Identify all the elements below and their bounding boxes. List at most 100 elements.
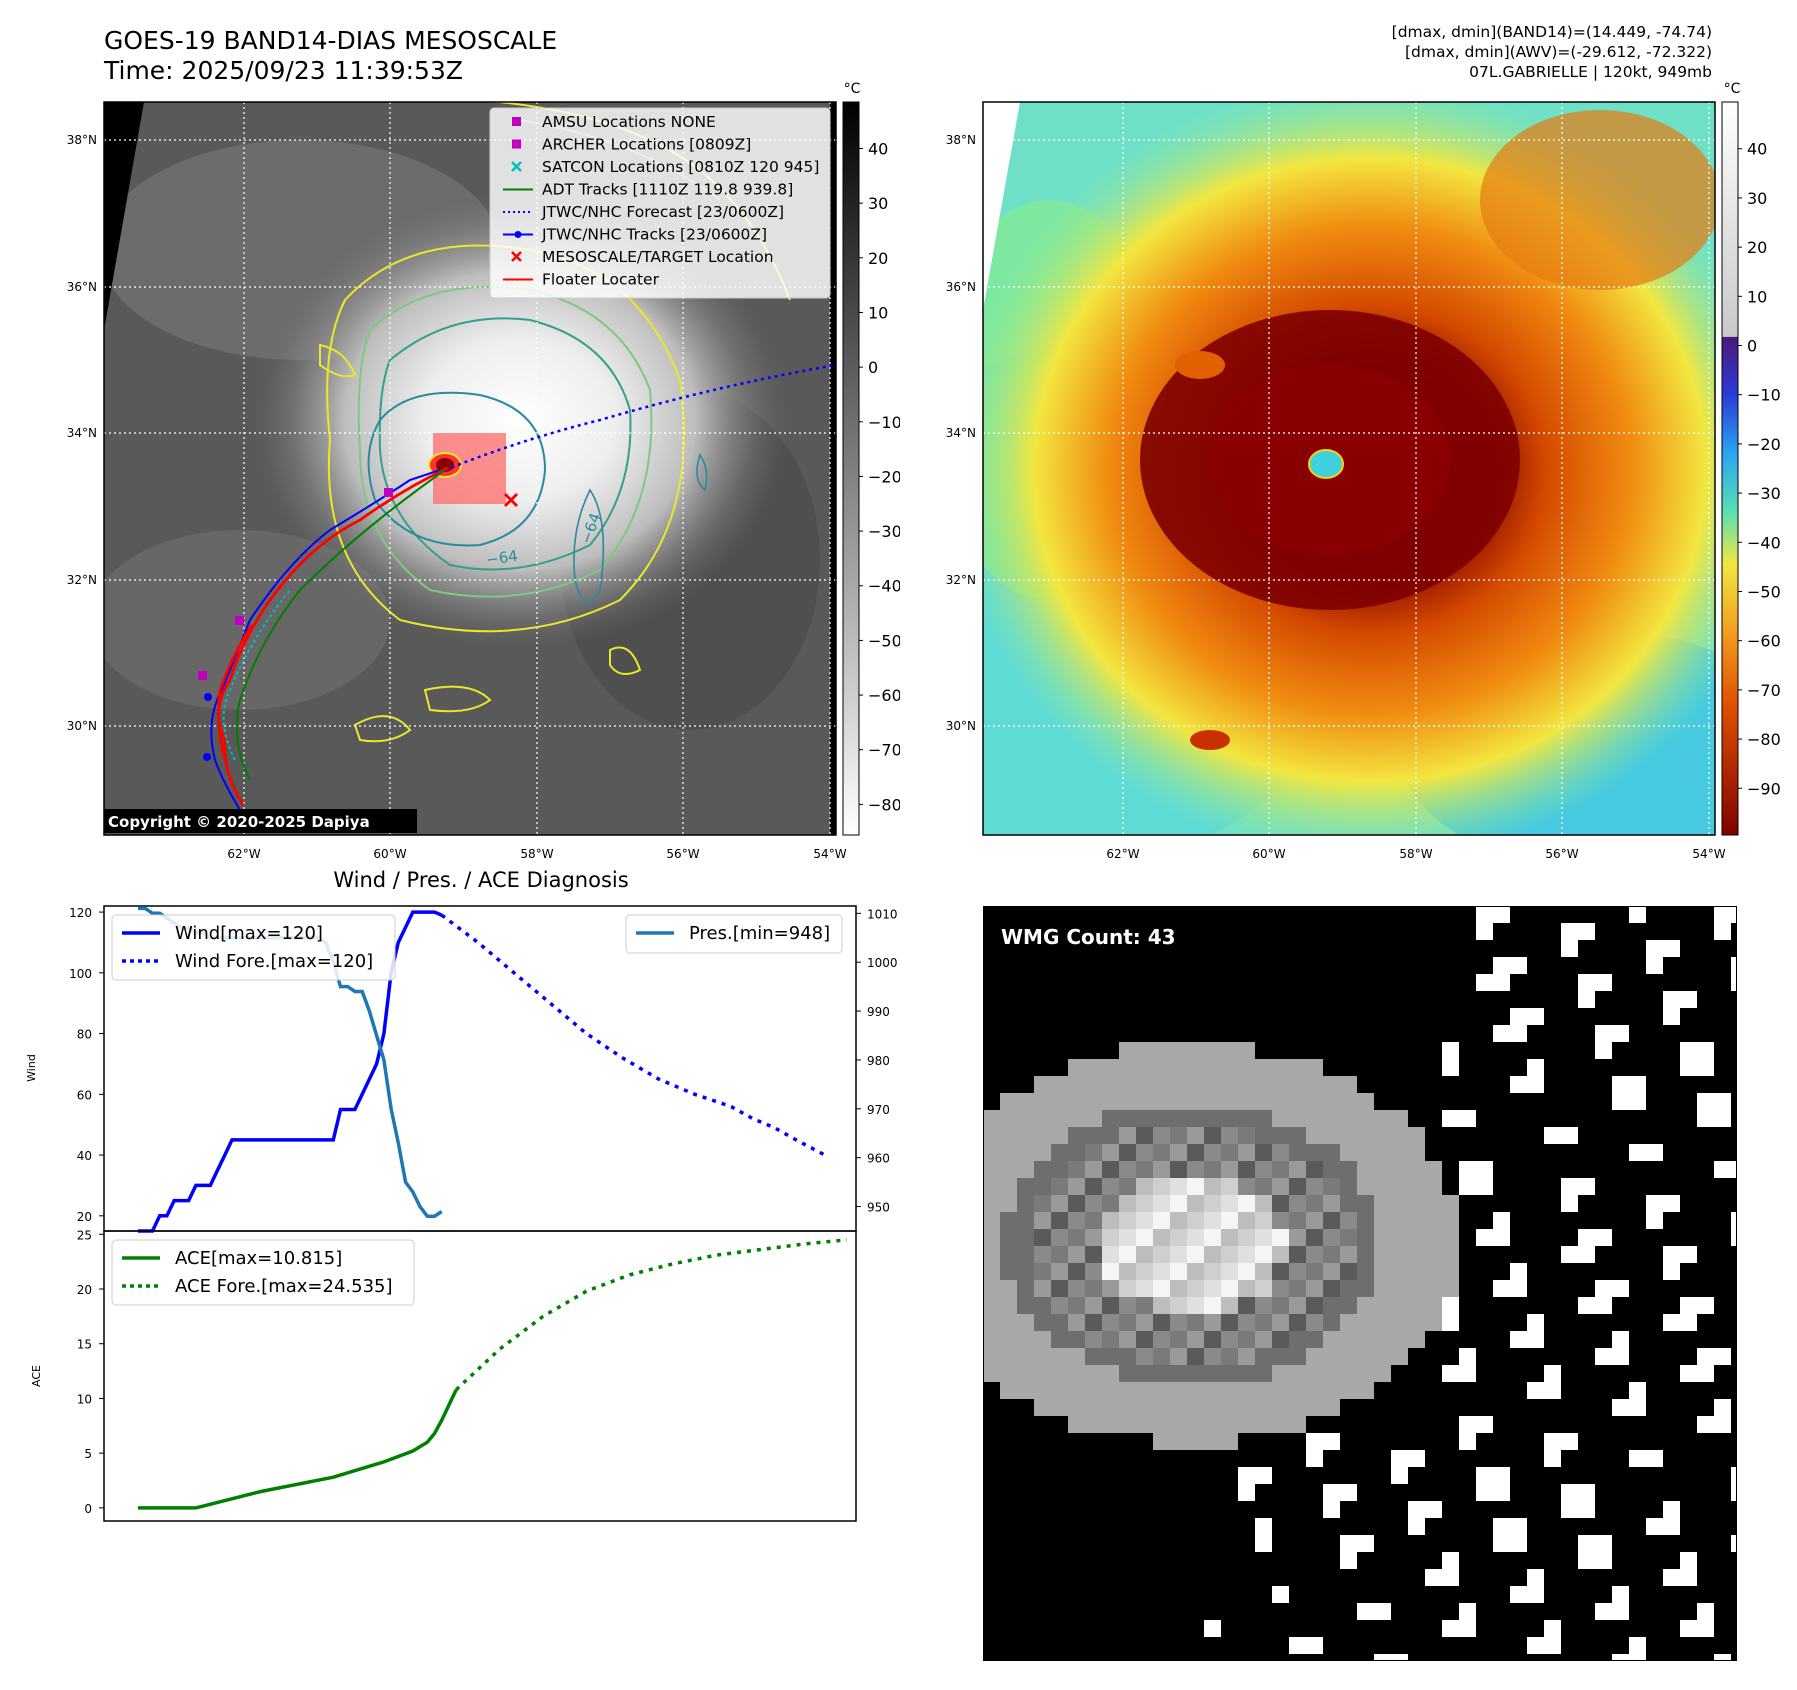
wmg-cell (1425, 1297, 1442, 1314)
wmg-cell (1272, 1110, 1289, 1127)
pressure-legend: Pres.[min=948] (625, 914, 843, 954)
wmg-cell (1034, 1144, 1051, 1161)
wmg-cell (1119, 1365, 1136, 1382)
copyright-box (104, 809, 417, 833)
wmg-cell (1102, 1093, 1119, 1110)
wmg-cell (1697, 1059, 1714, 1076)
wmg-cell (1408, 1501, 1425, 1518)
wmg-cell (1493, 1229, 1510, 1246)
wmg-cell (1510, 1076, 1527, 1093)
wmg-cell (1578, 1552, 1595, 1569)
wmg-cell (1272, 1382, 1289, 1399)
wmg-cell (1459, 1161, 1476, 1178)
legend-marker (511, 251, 522, 262)
wmg-cell (1714, 1161, 1731, 1178)
wmg-cell (1442, 1280, 1459, 1297)
wmg-cell (1544, 1127, 1561, 1144)
wmg-cell (1187, 1331, 1204, 1348)
wmg-cell (1238, 1110, 1255, 1127)
wmg-cell (1017, 1195, 1034, 1212)
wmg-cell (1153, 1246, 1170, 1263)
wmg-cell (1068, 1195, 1085, 1212)
wmg-cell (1187, 1212, 1204, 1229)
lat-tick-label: 30°N (67, 719, 97, 733)
wind-tick-label: 20 (77, 1210, 92, 1224)
wmg-cell (1493, 1535, 1510, 1552)
wmg-cell (1306, 1280, 1323, 1297)
wmg-cell (1102, 1382, 1119, 1399)
wmg-cell (1119, 1178, 1136, 1195)
wmg-cell (1255, 1365, 1272, 1382)
wmg-cell (1051, 1110, 1068, 1127)
wmg-cell (983, 1348, 1000, 1365)
wmg-cell (1357, 1382, 1374, 1399)
diagnosis-title: Wind / Pres. / ACE Diagnosis (333, 868, 628, 892)
wmg-cell (1340, 1127, 1357, 1144)
wmg-cell (1459, 1348, 1476, 1365)
colorbar-tick-label: 30 (868, 194, 888, 213)
wmg-cell (1391, 1110, 1408, 1127)
wmg-cell (1272, 1263, 1289, 1280)
wmg-cell (1085, 1195, 1102, 1212)
wmg-cell (1306, 1637, 1323, 1654)
legend-label: Floater Locater (542, 271, 660, 289)
wmg-cell (1034, 1246, 1051, 1263)
wmg-cell (1374, 1178, 1391, 1195)
wmg-cell (1510, 1535, 1527, 1552)
wmg-cell (1357, 1297, 1374, 1314)
legend-pressure: Pres.[min=948] (689, 923, 830, 944)
wmg-cell (1170, 1382, 1187, 1399)
wmg-cell (1221, 1127, 1238, 1144)
ir-legend: AMSU Locations NONE ARCHER Locations [080… (489, 107, 831, 299)
wmg-cell (1663, 1195, 1680, 1212)
wmg-cell (1221, 1331, 1238, 1348)
wmg-cell (1357, 1263, 1374, 1280)
wmg-cell (1153, 1365, 1170, 1382)
wmg-cell (1102, 1348, 1119, 1365)
wmg-cell (1238, 1212, 1255, 1229)
wmg-cell (1238, 1331, 1255, 1348)
wmg-cell (1391, 1467, 1408, 1484)
wmg-cell (1306, 1127, 1323, 1144)
wmg-cell (1561, 1246, 1578, 1263)
wmg-cell (1425, 1161, 1442, 1178)
wmg-cell (1136, 1076, 1153, 1093)
wmg-cell (1561, 940, 1578, 957)
wmg-cell (1085, 1297, 1102, 1314)
wind-tick-label: 40 (77, 1149, 92, 1163)
wmg-cell (1731, 1467, 1737, 1484)
wmg-cell (1306, 1297, 1323, 1314)
wmg-cell (1391, 1246, 1408, 1263)
wmg-cell (1442, 1246, 1459, 1263)
wmg-cell (1051, 1280, 1068, 1297)
wmg-cell (1323, 1501, 1340, 1518)
wmg-cell (1527, 1586, 1544, 1603)
wmg-cell (1170, 1042, 1187, 1059)
wmg-cell (1442, 1620, 1459, 1637)
wmg-cell (1595, 1229, 1612, 1246)
wmg-cell (1204, 1127, 1221, 1144)
wmg-cell (1289, 1416, 1306, 1433)
wmg-cell (1408, 1518, 1425, 1535)
wmg-cell (1612, 1093, 1629, 1110)
wmg-cell (1085, 1229, 1102, 1246)
wmg-cell (1187, 1246, 1204, 1263)
wmg-cell (1714, 1093, 1731, 1110)
wmg-cell (1187, 1144, 1204, 1161)
wmg-cell (1068, 1314, 1085, 1331)
wmg-cell (1340, 1382, 1357, 1399)
ace-tick-label: 20 (77, 1283, 92, 1297)
wmg-cell (1102, 1161, 1119, 1178)
wmg-cell (1187, 1280, 1204, 1297)
wmg-cell (1085, 1280, 1102, 1297)
wmg-cell (1272, 1280, 1289, 1297)
wmg-cell (1221, 1365, 1238, 1382)
wmg-cell (1459, 1365, 1476, 1382)
wmg-cell (1680, 1620, 1697, 1637)
wmg-cell (1306, 1246, 1323, 1263)
colorbar-tick-label: −70 (1747, 681, 1781, 700)
legend-label: MESOSCALE/TARGET Location (542, 248, 774, 266)
wmg-cell (1289, 1331, 1306, 1348)
wmg-cell (1697, 1620, 1714, 1637)
wmg-cell (1595, 1042, 1612, 1059)
